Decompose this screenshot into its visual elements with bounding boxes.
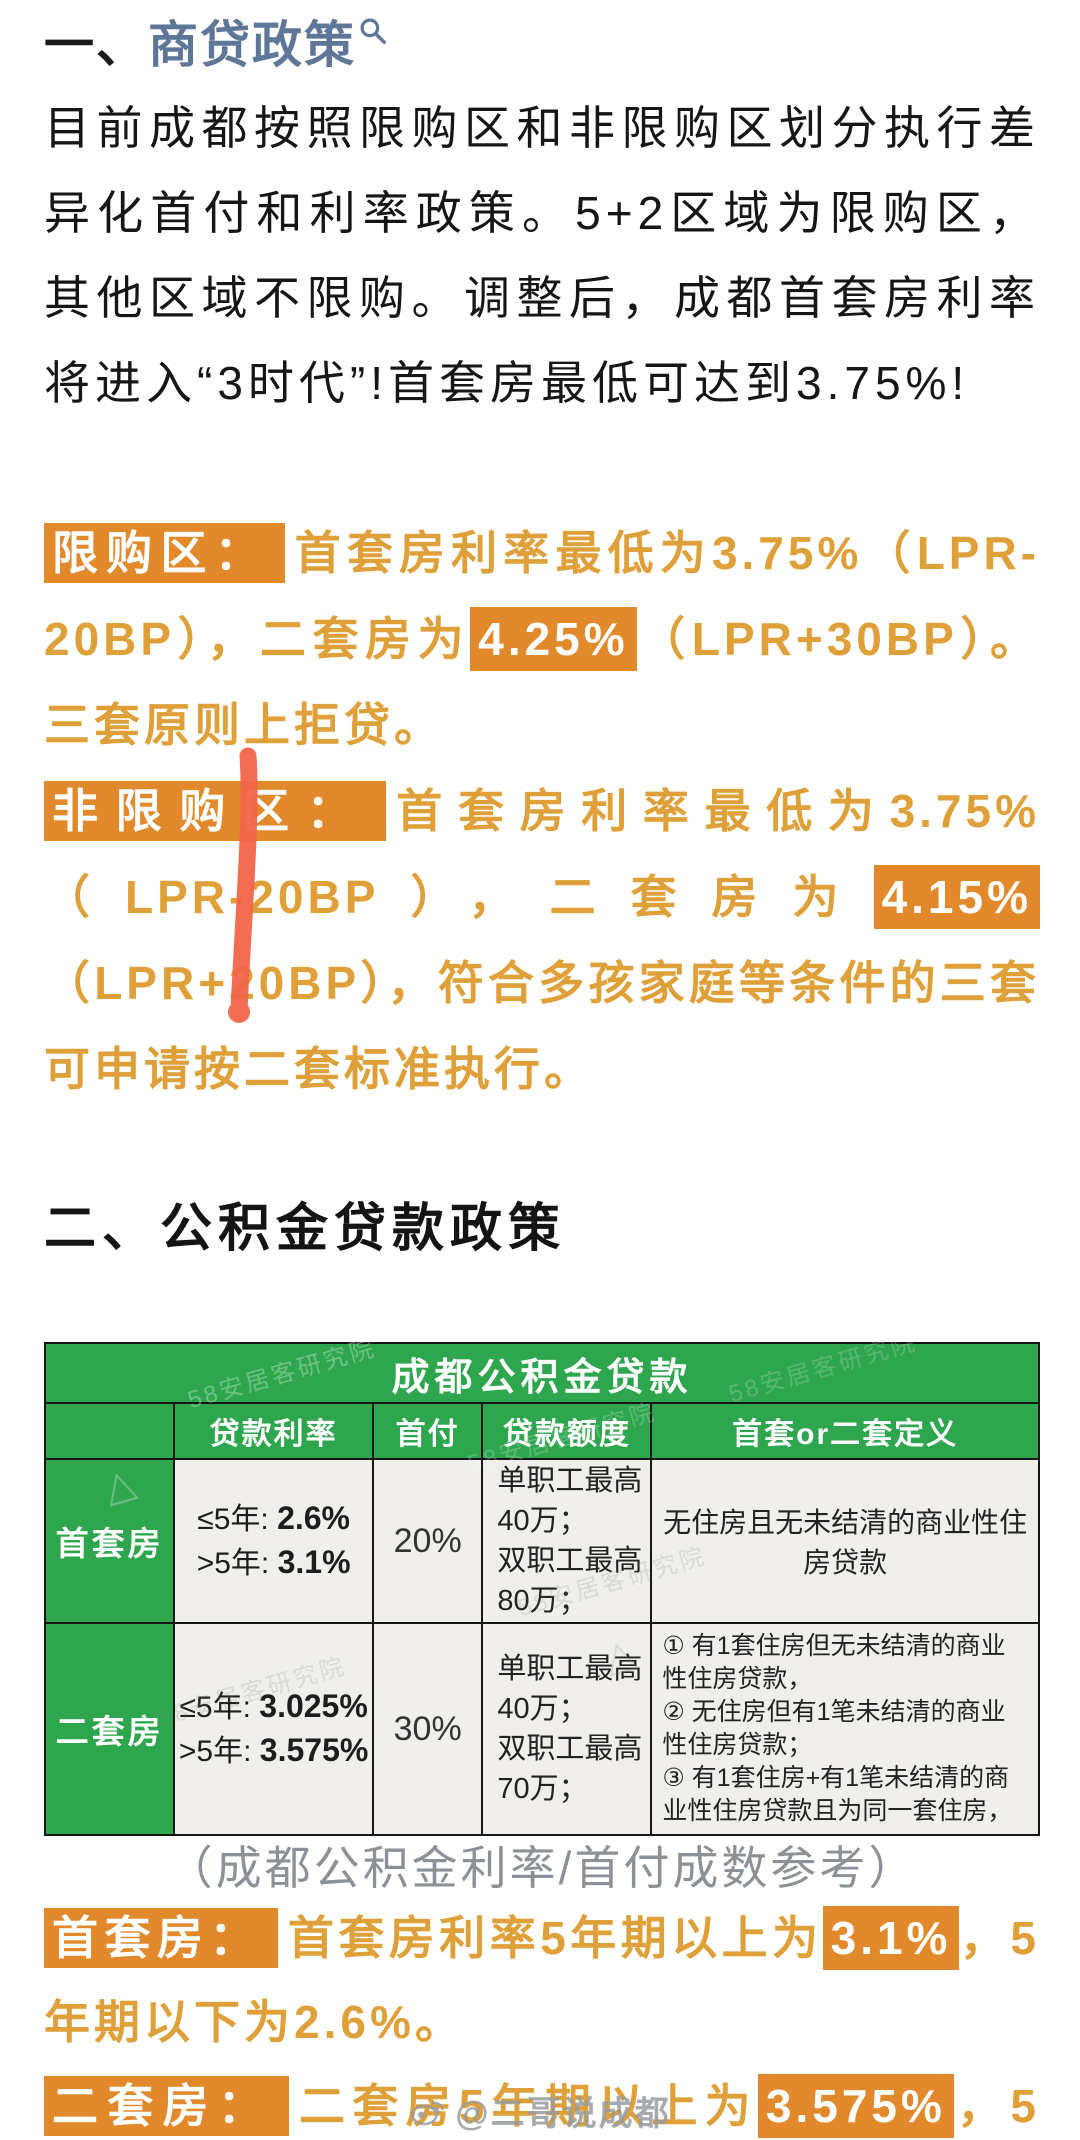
gjj-table-wrap: 成都公积金贷款 贷款利率 首付 贷款额度 首套or二套定义 首套房 ≤5年: 2… bbox=[43, 1329, 1040, 1836]
first-home-text-2: ，5年期以下为2.6%。 bbox=[44, 1912, 1040, 2048]
section1-heading: 一、商贷政策 bbox=[44, 14, 1040, 76]
restricted-rate-highlight: 4.25% bbox=[470, 607, 637, 671]
table-row: 首套房 ≤5年: 2.6% >5年: 3.1% 20% 单职工最高40万； 双职… bbox=[43, 1458, 1040, 1624]
hand-drawn-mark bbox=[228, 747, 258, 1023]
header-definition: 首套or二套定义 bbox=[650, 1402, 1040, 1460]
weibo-icon bbox=[411, 2101, 444, 2125]
table-title: 成都公积金贷款 bbox=[44, 1342, 1040, 1404]
gjj-table: 成都公积金贷款 贷款利率 首付 贷款额度 首套or二套定义 首套房 ≤5年: 2… bbox=[43, 1342, 1040, 1836]
search-icon[interactable] bbox=[358, 16, 388, 46]
intro-paragraph: 目前成都按照限购区和非限购区划分执行差异化首付和利率政策。5+2区域为限购区，其… bbox=[44, 102, 1040, 409]
table-header-row: 贷款利率 首付 贷款额度 首套or二套定义 bbox=[43, 1402, 1040, 1460]
second-home-rate-highlight: 3.575% bbox=[757, 2074, 954, 2138]
amount-cell: 单职工最高40万； 双职工最高70万； bbox=[481, 1622, 653, 1836]
restricted-text-2: （LPR+30BP）。三套原则上拒贷。 bbox=[44, 613, 1040, 751]
second-home-text-2: ，5年期以下为3.025%。三套拒贷 bbox=[953, 2080, 1040, 2132]
topic-link[interactable]: 商贷政策 bbox=[148, 17, 356, 73]
definition-cell: ① 有1套住房但无未结清的商业性住房贷款， ② 无住房但有1笔未结清的商业性住房… bbox=[650, 1622, 1040, 1836]
header-down-payment: 首付 bbox=[372, 1402, 484, 1460]
header-blank bbox=[43, 1402, 176, 1460]
non-restricted-rate-highlight: 4.15% bbox=[873, 865, 1040, 929]
first-home-badge: 首套房： bbox=[44, 1908, 278, 1968]
non-restricted-text-2: （LPR+20BP），符合多孩家庭等条件的三套可申请按二套标准执行。 bbox=[44, 957, 1040, 1095]
row-label-second-home: 二套房 bbox=[43, 1622, 176, 1836]
table-caption: （成都公积金利率/首付成数参考） bbox=[166, 1842, 918, 1894]
second-home-badge: 二套房： bbox=[44, 2076, 290, 2136]
restricted-text-1: 首套房利率最低为3.75%（LPR-20BP），二套房为 bbox=[44, 527, 1041, 665]
author-watermark-text: @二哥说成都 bbox=[455, 2095, 671, 2133]
restricted-zone-paragraph: 限购区： 首套房利率最低为3.75%（LPR-20BP），二套房为 4.25% （LP… bbox=[44, 510, 1040, 768]
definition-cell: 无住房且无未结清的商业性住房贷款 bbox=[650, 1458, 1040, 1624]
author-watermark: @二哥说成都 bbox=[409, 2086, 670, 2135]
heading1-prefix: 一、 bbox=[44, 17, 148, 73]
first-home-paragraph: 首套房： 首套房利率5年期以上为 3.1% ，5年期以下为2.6%。 二套房： 二套房5… bbox=[44, 1896, 1040, 2140]
rate-cell: ≤5年: 3.025% >5年: 3.575% bbox=[173, 1622, 375, 1836]
header-rate: 贷款利率 bbox=[173, 1402, 375, 1460]
rate-cell: ≤5年: 2.6% >5年: 3.1% bbox=[173, 1458, 375, 1624]
amount-cell: 单职工最高40万； 双职工最高80万； bbox=[481, 1458, 653, 1624]
section2-heading: 二、公积金贷款政策 bbox=[44, 1200, 567, 1258]
restricted-zone-badge: 限购区： bbox=[44, 523, 285, 583]
first-home-text-1: 首套房利率5年期以上为 bbox=[287, 1912, 823, 1964]
first-home-rate-highlight: 3.1% bbox=[822, 1906, 960, 1970]
non-restricted-zone-paragraph: 非限购区： 首套房利率最低为3.75%（LPR-20BP），二套房为 4.15% （L… bbox=[44, 768, 1040, 1112]
header-amount: 贷款额度 bbox=[481, 1402, 653, 1460]
down-payment-cell: 30% bbox=[372, 1622, 484, 1836]
non-restricted-text-1: 首套房利率最低为3.75%（LPR-20BP），二套房为 bbox=[44, 785, 1040, 923]
table-row: 二套房 ≤5年: 3.025% >5年: 3.575% 30% 单职工最高40万… bbox=[43, 1622, 1040, 1836]
second-home-text-1: 二套房5年期以上为 bbox=[299, 2080, 758, 2132]
down-payment-cell: 20% bbox=[372, 1458, 484, 1624]
row-label-first-home: 首套房 bbox=[43, 1458, 176, 1624]
non-restricted-zone-badge: 非限购区： bbox=[44, 781, 387, 841]
